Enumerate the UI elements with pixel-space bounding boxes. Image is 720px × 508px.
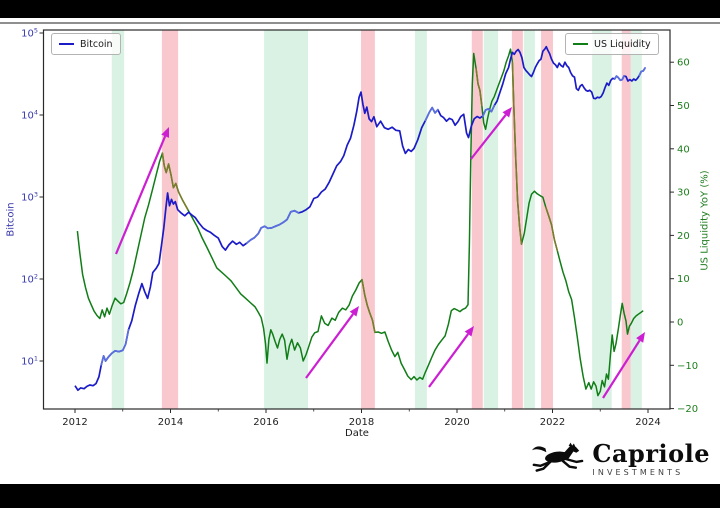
top-black-bar xyxy=(0,0,720,18)
svg-text:102: 102 xyxy=(21,273,38,286)
capriole-horse-logo-icon xyxy=(532,442,584,472)
svg-text:2022: 2022 xyxy=(540,417,565,428)
svg-text:105: 105 xyxy=(21,27,38,40)
capriole-logo-investments: INVESTMENTS xyxy=(592,468,684,478)
svg-text:2024: 2024 xyxy=(635,417,660,428)
svg-text:20: 20 xyxy=(677,231,690,242)
svg-text:103: 103 xyxy=(21,191,38,204)
svg-text:30: 30 xyxy=(677,188,690,199)
legend-us-liquidity: US Liquidity xyxy=(565,33,659,55)
svg-text:101: 101 xyxy=(21,355,38,368)
svg-text:2020: 2020 xyxy=(444,417,469,428)
svg-text:0: 0 xyxy=(677,318,683,329)
svg-text:40: 40 xyxy=(677,144,690,155)
y-axis-label-us-liquidity: US Liquidity YoY (%) xyxy=(699,170,711,271)
bitcoin-line-swatch xyxy=(59,43,74,45)
svg-text:2014: 2014 xyxy=(158,417,183,428)
legend-bitcoin-label: Bitcoin xyxy=(80,38,113,50)
bottom-black-bar xyxy=(0,484,720,508)
svg-text:60: 60 xyxy=(677,58,690,69)
legend-us-liquidity-label: US Liquidity xyxy=(594,38,651,50)
svg-text:10: 10 xyxy=(677,274,690,285)
svg-text:2012: 2012 xyxy=(62,417,87,428)
svg-text:2018: 2018 xyxy=(349,417,374,428)
capriole-logo-name: Capriole xyxy=(592,438,710,468)
x-axis-label: Date xyxy=(345,428,369,439)
svg-text:2016: 2016 xyxy=(253,417,278,428)
capriole-logo: Capriole INVESTMENTS xyxy=(529,438,710,480)
svg-text:−10: −10 xyxy=(677,361,698,372)
y-axis-label-bitcoin: Bitcoin xyxy=(5,202,17,237)
legend-bitcoin: Bitcoin xyxy=(51,33,121,55)
svg-text:104: 104 xyxy=(21,109,38,122)
separator-line xyxy=(0,22,720,24)
svg-text:−20: −20 xyxy=(677,404,698,415)
svg-text:50: 50 xyxy=(677,101,690,112)
liquidity-line-swatch xyxy=(573,43,588,45)
